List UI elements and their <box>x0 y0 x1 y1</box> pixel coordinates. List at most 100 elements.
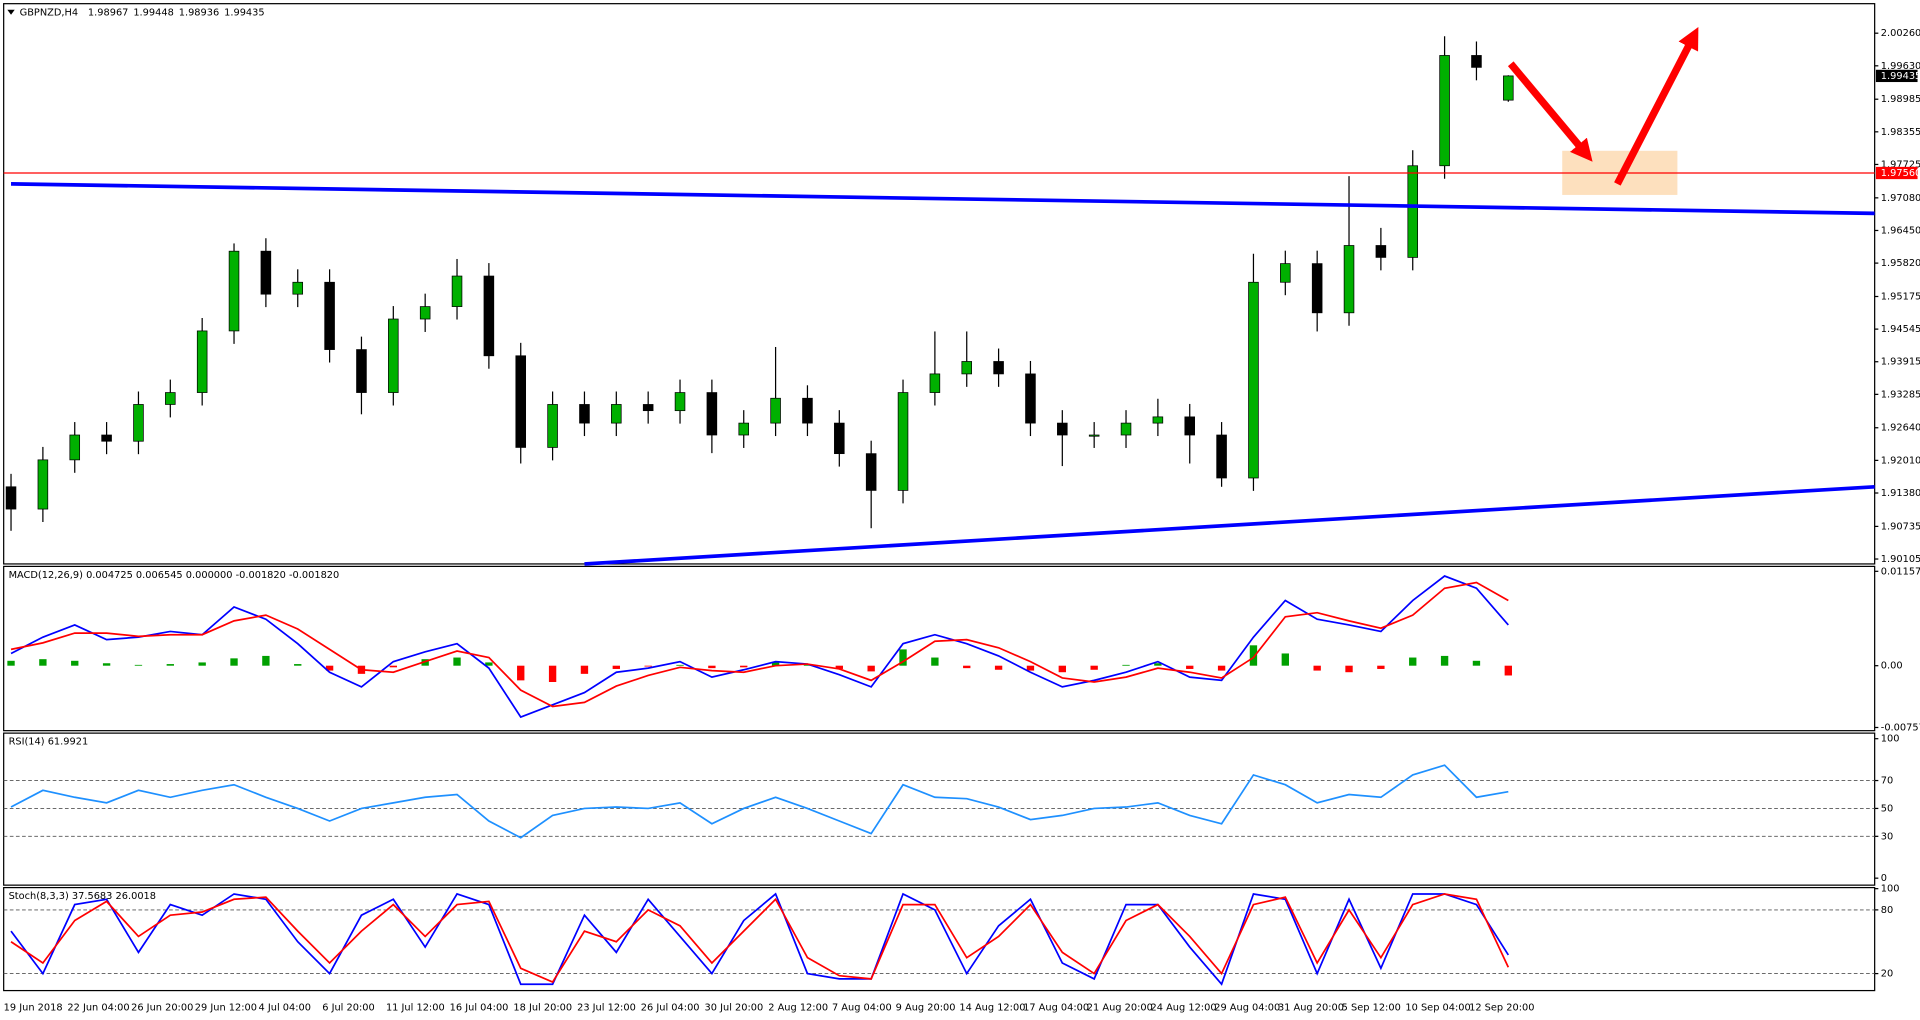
candle-body <box>961 361 973 375</box>
candle-body <box>165 392 176 405</box>
histogram-bar <box>485 662 493 666</box>
candle-body <box>5 486 17 510</box>
histogram-bar <box>453 657 461 666</box>
histogram-bar <box>134 664 143 666</box>
x-tick-label: 19 Jun 2018 <box>4 1003 63 1014</box>
candle-body <box>196 330 208 393</box>
x-tick-label: 23 Jul 12:00 <box>577 1003 636 1014</box>
histogram-bar <box>931 657 939 666</box>
indicator-line <box>10 581 1509 708</box>
candle-body <box>1120 422 1132 436</box>
candle-body <box>642 404 654 412</box>
histogram-bar <box>644 665 652 667</box>
y-tick-label: 1.95820 <box>1881 258 1920 269</box>
candle-body <box>834 422 845 455</box>
histogram-bar <box>1440 655 1449 666</box>
candle-body <box>579 404 590 424</box>
trendline <box>584 484 1875 566</box>
ohlc-high: 1.99448 <box>133 7 174 18</box>
y-tick-label: 0.00 <box>1881 661 1903 672</box>
histogram-bar <box>1313 665 1321 671</box>
histogram-bar <box>325 665 334 671</box>
histogram-bar <box>994 665 1003 670</box>
stoch-frame <box>3 886 1876 992</box>
candle-body <box>1471 55 1482 68</box>
indicator-line <box>10 764 1509 839</box>
y-tick-label: 50 <box>1881 803 1893 814</box>
candle-body <box>1407 165 1419 258</box>
candle-body <box>1311 263 1323 314</box>
candle-body <box>929 373 941 393</box>
x-tick-label: 30 Jul 20:00 <box>705 1003 764 1014</box>
indicator-title: Stoch(8,3,3) 37.5683 26.0018 <box>9 891 156 902</box>
x-tick-label: 31 Aug 20:00 <box>1278 1003 1344 1014</box>
histogram-bar <box>1122 664 1130 666</box>
histogram-bar <box>835 665 843 669</box>
x-tick-label: 5 Sep 12:00 <box>1342 1003 1401 1014</box>
x-tick-label: 6 Jul 20:00 <box>322 1003 375 1014</box>
histogram-bar <box>1058 665 1066 673</box>
ohlc-low: 1.98936 <box>179 7 220 18</box>
candle-body <box>865 453 877 491</box>
histogram-bar <box>708 665 716 669</box>
histogram-bar <box>1217 665 1226 671</box>
histogram-bar <box>963 665 971 669</box>
candle-body <box>993 361 1004 375</box>
x-tick-label: 26 Jul 04:00 <box>641 1003 700 1014</box>
candle-body <box>1343 245 1355 314</box>
candle-body <box>483 275 495 357</box>
arrow-up <box>1614 26 1699 186</box>
candle-body <box>1248 281 1259 479</box>
y-tick-label: 1.98985 <box>1881 94 1920 105</box>
y-tick-label: 1.92640 <box>1881 423 1920 434</box>
indicator-line <box>10 893 1510 984</box>
x-tick-label: 26 Jun 20:00 <box>131 1003 193 1014</box>
histogram-bar <box>740 665 748 668</box>
x-tick-label: 21 Aug 20:00 <box>1087 1003 1153 1014</box>
y-tick-label: 1.90105 <box>1881 554 1920 565</box>
y-tick-label: 1.92010 <box>1881 455 1920 466</box>
y-tick-label: 1.96450 <box>1881 225 1920 236</box>
histogram-bar <box>262 655 270 666</box>
level-tag <box>1875 166 1918 180</box>
y-tick-label: 1.91380 <box>1881 488 1920 499</box>
histogram-bar <box>389 665 397 668</box>
candle-body <box>770 397 781 424</box>
candle-body <box>897 392 909 491</box>
y-tick-label: 1.94545 <box>1881 324 1920 335</box>
histogram-bar <box>198 662 206 666</box>
histogram-bar <box>771 662 780 666</box>
candle-body <box>1152 416 1164 424</box>
candle-body <box>324 281 335 350</box>
x-tick-label: 9 Aug 20:00 <box>896 1003 956 1014</box>
ohlc-open: 1.98967 <box>88 7 129 18</box>
x-tick-label: 7 Aug 04:00 <box>832 1003 892 1014</box>
candle-body <box>547 404 558 448</box>
histogram-bar <box>1186 665 1194 669</box>
ohlc-close: 1.99435 <box>224 7 265 18</box>
candle-body <box>228 250 240 332</box>
x-tick-label: 17 Aug 04:00 <box>1023 1003 1089 1014</box>
indicator-line <box>10 575 1509 719</box>
histogram-bar <box>899 649 907 666</box>
x-tick-label: 29 Jun 12:00 <box>195 1003 257 1014</box>
y-tick-label: 100 <box>1881 734 1900 745</box>
main-frame <box>3 3 1876 565</box>
y-tick-label: 20 <box>1881 969 1893 980</box>
histogram-bar <box>1026 665 1035 671</box>
candle-body <box>260 250 272 295</box>
y-tick-label: 70 <box>1881 776 1893 787</box>
y-tick-label: 1.93285 <box>1881 389 1920 400</box>
candle-body <box>1375 245 1387 258</box>
chart-header: GBPNZD,H4 1.98967 1.99448 1.98936 1.99435 <box>20 7 265 18</box>
x-tick-label: 2 Aug 12:00 <box>768 1003 828 1014</box>
indicator-title: RSI(14) 61.9921 <box>9 737 89 748</box>
arrow-down <box>1507 61 1593 162</box>
x-tick-label: 10 Sep 04:00 <box>1405 1003 1470 1014</box>
trendline <box>10 182 1875 216</box>
header-triangle <box>7 9 15 15</box>
x-tick-label: 16 Jul 04:00 <box>450 1003 509 1014</box>
histogram-bar <box>676 664 684 666</box>
